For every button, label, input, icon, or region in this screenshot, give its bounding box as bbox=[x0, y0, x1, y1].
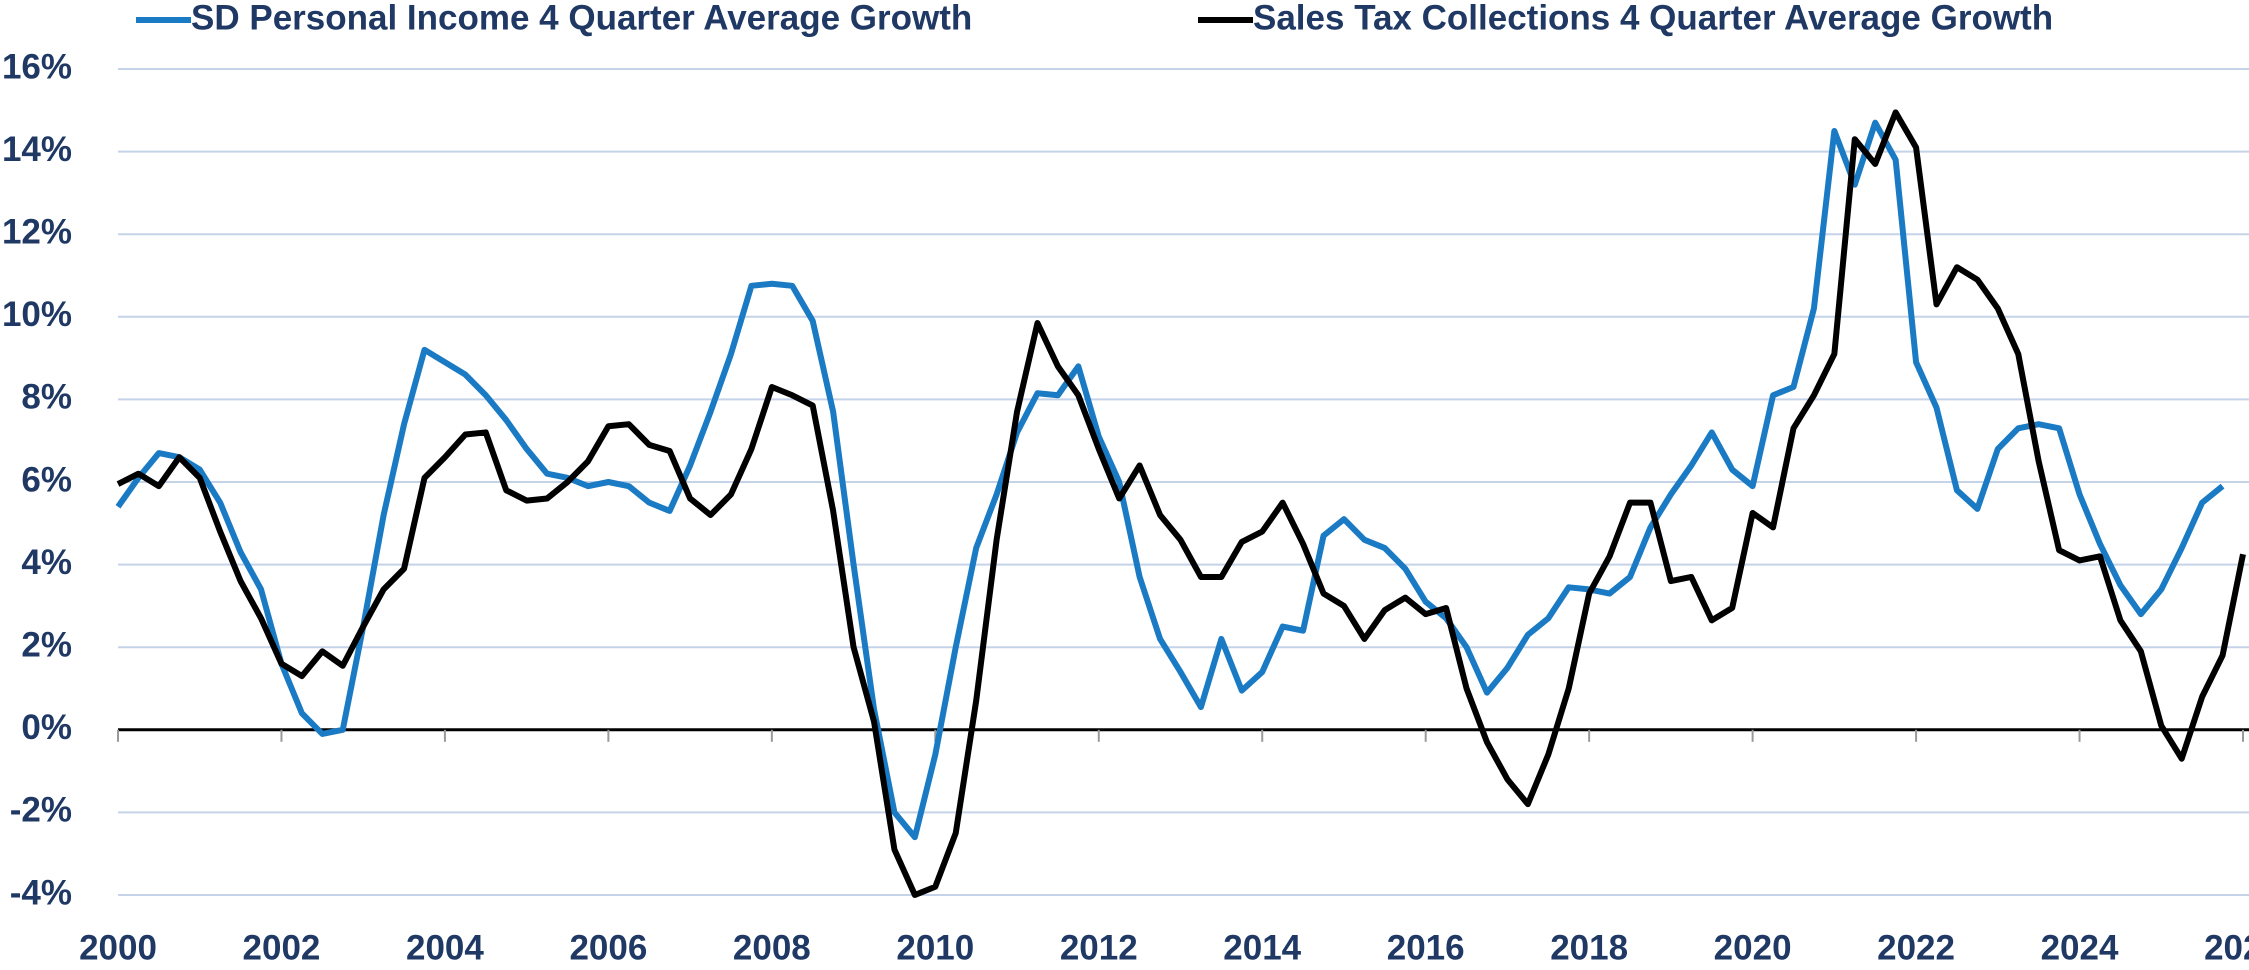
y-tick-label: 14% bbox=[2, 130, 72, 169]
x-tick-label: 2008 bbox=[733, 928, 811, 967]
x-tick-label: 2006 bbox=[569, 928, 647, 967]
x-tick-label: 2022 bbox=[1877, 928, 1955, 967]
x-tick-label: 2016 bbox=[1387, 928, 1465, 967]
x-tick-label: 2014 bbox=[1223, 928, 1301, 967]
legend-label: Sales Tax Collections 4 Quarter Average … bbox=[1253, 0, 2053, 37]
y-tick-label: -4% bbox=[10, 873, 72, 912]
y-tick-label: 0% bbox=[21, 708, 72, 747]
x-tick-label: 2000 bbox=[79, 928, 157, 967]
series-line bbox=[116, 109, 2246, 898]
y-tick-label: 6% bbox=[21, 460, 72, 499]
x-tick-label: 2020 bbox=[1714, 928, 1792, 967]
x-tick-label: 2012 bbox=[1060, 928, 1138, 967]
y-tick-label: 8% bbox=[21, 378, 72, 417]
y-tick-label: 10% bbox=[2, 295, 72, 334]
legend-label: SD Personal Income 4 Quarter Average Gro… bbox=[191, 0, 972, 37]
x-tick-label: 2024 bbox=[2041, 928, 2119, 967]
y-tick-label: 2% bbox=[21, 625, 72, 664]
y-tick-label: 16% bbox=[2, 47, 72, 86]
x-tick-label: 2010 bbox=[896, 928, 974, 967]
series-line bbox=[115, 119, 2225, 841]
x-tick-label: 2018 bbox=[1550, 928, 1628, 967]
y-tick-label: -2% bbox=[10, 791, 72, 830]
x-tick-label: 2002 bbox=[243, 928, 321, 967]
y-tick-label: 4% bbox=[21, 543, 72, 582]
x-tick-label: 2004 bbox=[406, 928, 484, 967]
y-tick-label: 12% bbox=[2, 212, 72, 251]
x-tick-label: 2026 bbox=[2204, 928, 2249, 967]
